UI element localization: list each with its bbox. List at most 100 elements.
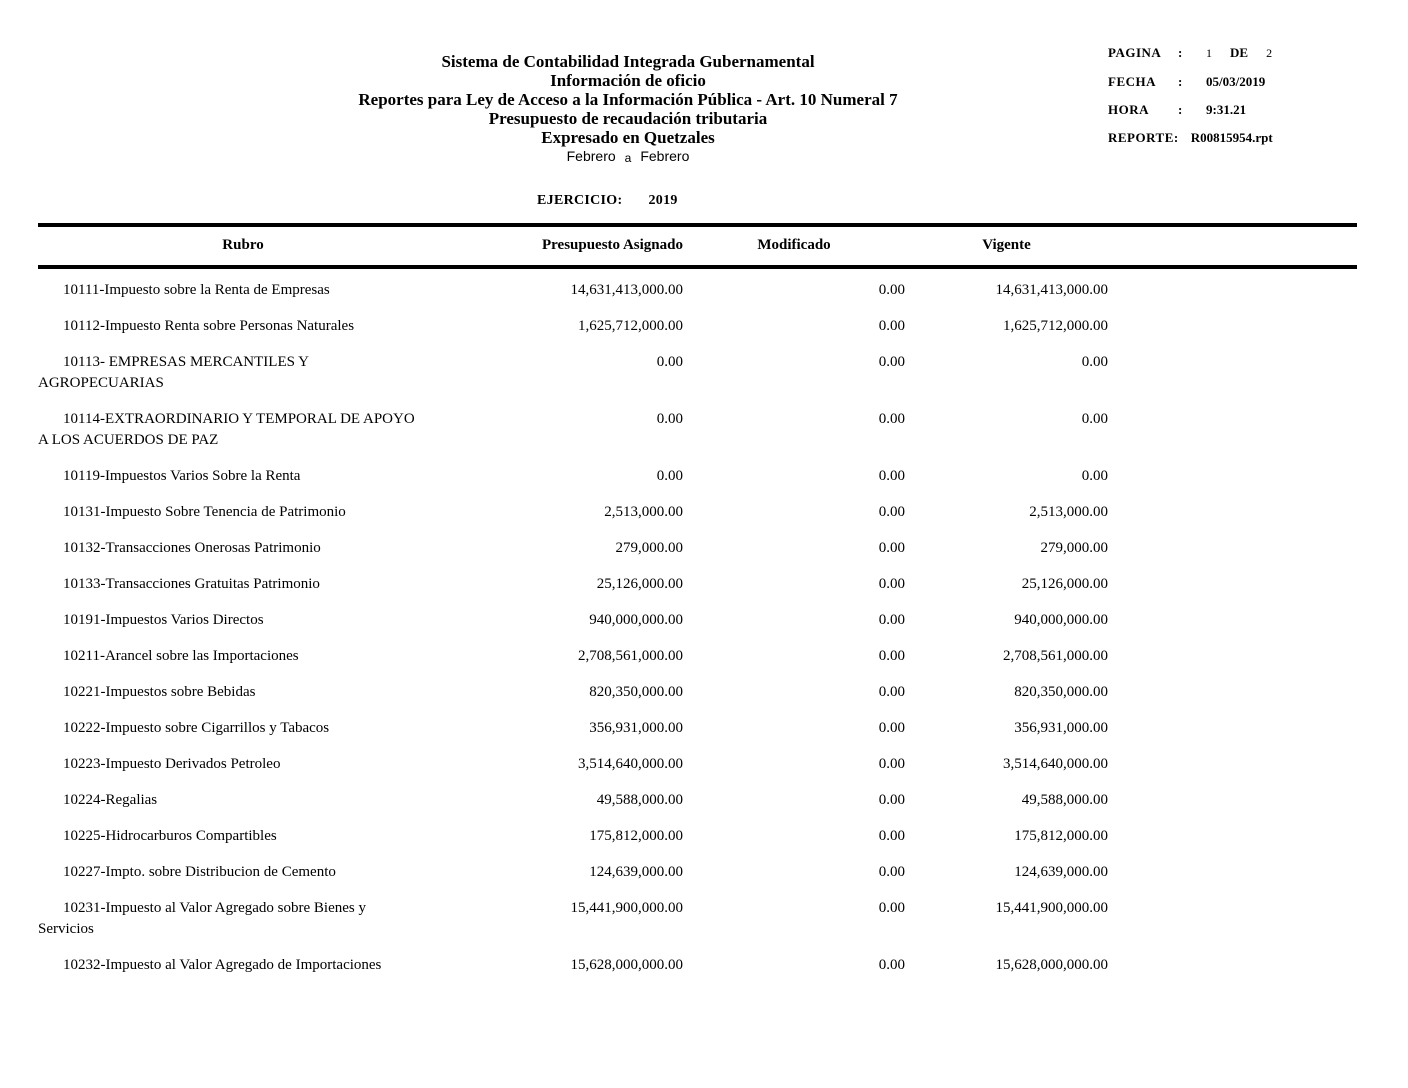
- table-row: 10232-Impuesto al Valor Agregado de Impo…: [38, 948, 1357, 984]
- rubro-label: 10131-Impuesto Sobre Tenencia de Patrimo…: [63, 504, 346, 520]
- page-current: 1: [1206, 46, 1212, 60]
- rubro-label: 10223-Impuesto Derivados Petroleo: [63, 756, 281, 772]
- report-subtitle-moneda: Expresado en Quetzales: [541, 128, 715, 147]
- rubro-label: 10232-Impuesto al Valor Agregado de Impo…: [63, 957, 382, 973]
- page-total: 2: [1266, 46, 1273, 60]
- filler-cell: [1108, 531, 1357, 567]
- vigente-cell: 25,126,000.00: [1021, 576, 1108, 592]
- fecha-colon: :: [1178, 74, 1183, 89]
- filler-cell: [1108, 819, 1357, 855]
- rubro-label: 10113- EMPRESAS MERCANTILES Y: [63, 354, 309, 370]
- rubro-cell: 10223-Impuesto Derivados Petroleo: [38, 747, 448, 783]
- modificado-cell: 0.00: [878, 504, 905, 520]
- period-to: Febrero: [640, 148, 690, 164]
- modificado-cell: 0.00: [878, 864, 905, 880]
- period-from: Febrero: [566, 148, 616, 164]
- filler-cell: [1108, 783, 1357, 819]
- rubro-label: 10211-Arancel sobre las Importaciones: [63, 648, 299, 664]
- presupuesto-asignado-cell: 15,441,900,000.00: [570, 900, 684, 916]
- presupuesto-asignado-cell: 25,126,000.00: [596, 576, 683, 592]
- modificado-cell: 0.00: [878, 318, 905, 334]
- vigente-cell: 0.00: [1081, 354, 1108, 370]
- modificado-cell: 0.00: [878, 612, 905, 628]
- presupuesto-asignado-cell: 356,931,000.00: [589, 720, 683, 736]
- ejercicio-label: EJERCICIO:: [537, 193, 623, 208]
- modificado-cell: 0.00: [878, 411, 905, 427]
- rubro-label: 10191-Impuestos Varios Directos: [63, 612, 264, 628]
- col-header-presupuesto-asignado: Presupuesto Asignado: [448, 225, 683, 269]
- rubro-label: 10221-Impuestos sobre Bebidas: [63, 684, 256, 700]
- rubro-label: 10224-Regalias: [63, 792, 158, 808]
- filler-cell: [1108, 495, 1357, 531]
- vigente-cell: 1,625,712,000.00: [1003, 318, 1108, 334]
- filler-cell: [1108, 459, 1357, 495]
- hora-value: 9:31.21: [1206, 102, 1247, 117]
- presupuesto-asignado-cell: 0.00: [656, 468, 683, 484]
- table-row: 10222-Impuesto sobre Cigarrillos y Tabac…: [38, 711, 1357, 747]
- rubro-label: 10225-Hidrocarburos Compartibles: [63, 828, 277, 844]
- header-row: Rubro Presupuesto Asignado Modificado Vi…: [38, 225, 1357, 269]
- meta-row-fecha: FECHA : 05/03/2019: [1108, 74, 1398, 89]
- rubro-label: 10133-Transacciones Gratuitas Patrimonio: [63, 576, 320, 592]
- report-title: Sistema de Contabilidad Integrada Gubern…: [441, 52, 815, 71]
- ejercicio-value: 2019: [648, 193, 678, 208]
- vigente-cell: 0.00: [1081, 411, 1108, 427]
- modificado-cell: 0.00: [878, 576, 905, 592]
- meta-row-pagina: PAGINA : 1 DE 2: [1108, 45, 1398, 61]
- filler-cell: [1108, 402, 1357, 459]
- filler-cell: [1108, 855, 1357, 891]
- report-subtitle-informacion: Información de oficio: [550, 71, 706, 90]
- table-row: 10221-Impuestos sobre Bebidas 820,350,000…: [38, 675, 1357, 711]
- filler-cell: [1108, 567, 1357, 603]
- table-row: 10119-Impuestos Varios Sobre la Renta 0.0…: [38, 459, 1357, 495]
- vigente-cell: 124,639,000.00: [1014, 864, 1108, 880]
- col-header-modificado: Modificado: [683, 225, 905, 269]
- pagina-value: 1 DE 2: [1206, 45, 1272, 61]
- filler-cell: [1108, 711, 1357, 747]
- modificado-cell: 0.00: [878, 828, 905, 844]
- report-table: Rubro Presupuesto Asignado Modificado Vi…: [38, 223, 1357, 984]
- rubro-cell: 10119-Impuestos Varios Sobre la Renta: [38, 459, 448, 495]
- rubro-label: 10119-Impuestos Varios Sobre la Renta: [63, 468, 301, 484]
- rubro-cell: 10224-Regalias: [38, 783, 448, 819]
- modificado-cell: 0.00: [878, 540, 905, 556]
- modificado-cell: 0.00: [878, 720, 905, 736]
- rubro-label: 10222-Impuesto sobre Cigarrillos y Tabac…: [63, 720, 330, 736]
- rubro-cell: 10111-Impuesto sobre la Renta de Empresa…: [38, 267, 448, 309]
- filler-cell: [1108, 267, 1357, 309]
- rubro-label: 10132-Transacciones Onerosas Patrimonio: [63, 540, 321, 556]
- presupuesto-asignado-cell: 124,639,000.00: [589, 864, 683, 880]
- vigente-cell: 49,588,000.00: [1021, 792, 1108, 808]
- page-meta: PAGINA : 1 DE 2 FECHA : 05/03/2019 HORA : …: [1108, 45, 1398, 158]
- rubro-label: 10111-Impuesto sobre la Renta de Empresa…: [63, 282, 330, 298]
- table-row: 10211-Arancel sobre las Importaciones 2,7…: [38, 639, 1357, 675]
- col-header-rubro: Rubro: [38, 225, 448, 269]
- rubro-cell: 10231-Impuesto al Valor Agregado sobre B…: [38, 891, 448, 948]
- presupuesto-asignado-cell: 175,812,000.00: [589, 828, 683, 844]
- vigente-cell: 940,000,000.00: [1014, 612, 1108, 628]
- pagina-colon: :: [1178, 45, 1183, 60]
- pagina-label: PAGINA: [1108, 45, 1162, 60]
- filler-cell: [1108, 891, 1357, 948]
- filler-cell: [1108, 309, 1357, 345]
- rubro-label-line2: Servicios: [38, 921, 94, 937]
- presupuesto-asignado-cell: 279,000.00: [615, 540, 684, 556]
- presupuesto-asignado-cell: 3,514,640,000.00: [578, 756, 683, 772]
- report-subtitle-presupuesto: Presupuesto de recaudación tributaria: [488, 109, 768, 128]
- vigente-cell: 3,514,640,000.00: [1003, 756, 1108, 772]
- reporte-label: REPORTE:: [1108, 130, 1179, 145]
- report-table-body: 10111-Impuesto sobre la Renta de Empresa…: [38, 267, 1357, 984]
- rubro-cell: 10191-Impuestos Varios Directos: [38, 603, 448, 639]
- table-row: 10114-EXTRAORDINARIO Y TEMPORAL DE APOYO…: [38, 402, 1357, 459]
- modificado-cell: 0.00: [878, 282, 905, 298]
- table-row: 10224-Regalias 49,588,000.00 0.00 49,588,00…: [38, 783, 1357, 819]
- rubro-label: 10231-Impuesto al Valor Agregado sobre B…: [63, 900, 366, 916]
- modificado-cell: 0.00: [878, 792, 905, 808]
- table-row: 10133-Transacciones Gratuitas Patrimonio…: [38, 567, 1357, 603]
- modificado-cell: 0.00: [878, 648, 905, 664]
- rubro-cell: 10211-Arancel sobre las Importaciones: [38, 639, 448, 675]
- rubro-cell: 10114-EXTRAORDINARIO Y TEMPORAL DE APOYO…: [38, 402, 448, 459]
- fecha-label: FECHA: [1108, 74, 1156, 89]
- hora-label: HORA: [1108, 102, 1149, 117]
